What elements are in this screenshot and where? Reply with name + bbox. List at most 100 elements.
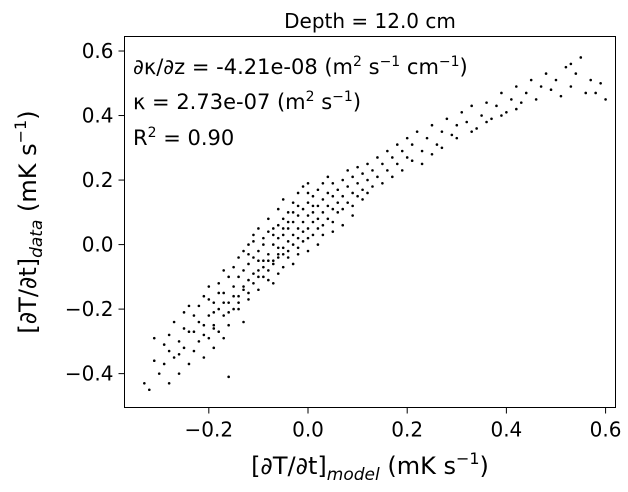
data-point-207: [371, 185, 374, 188]
data-point-133: [391, 156, 394, 159]
data-point-104: [321, 198, 325, 201]
data-point-67: [271, 227, 275, 230]
data-point-57: [257, 227, 260, 230]
data-point-176: [594, 91, 597, 95]
data-point-137: [405, 136, 409, 140]
data-point-238: [341, 223, 345, 227]
data-point-252: [202, 333, 206, 337]
data-point-142: [425, 136, 429, 140]
data-point-179: [569, 62, 573, 66]
data-point-46: [242, 285, 245, 288]
data-point-118: [346, 169, 349, 172]
data-point-11: [182, 346, 186, 350]
data-point-184: [232, 294, 235, 298]
data-point-60: [262, 275, 265, 279]
data-point-117: [346, 185, 349, 188]
data-point-29: [217, 282, 221, 285]
data-point-100: [311, 220, 315, 224]
data-point-33: [222, 269, 225, 272]
data-point-168: [554, 78, 558, 82]
data-point-247: [296, 204, 300, 208]
data-point-231: [276, 272, 280, 275]
data-point-18: [197, 304, 201, 308]
data-point-166: [544, 72, 548, 75]
data-point-83: [291, 220, 295, 224]
data-point-24: [207, 285, 211, 288]
data-point-191: [291, 262, 295, 266]
data-point-136: [400, 149, 404, 153]
data-point-222: [187, 304, 191, 308]
data-point-113: [336, 188, 340, 192]
data-point-62: [267, 230, 270, 233]
x-axis-label: [∂T/∂t]model (mK s−1): [251, 449, 489, 485]
data-point-233: [296, 252, 300, 256]
data-point-79: [286, 227, 290, 230]
data-point-43: [237, 294, 240, 298]
data-point-234: [306, 249, 310, 253]
data-point-235: [316, 243, 320, 246]
data-point-218: [500, 114, 503, 117]
data-point-236: [321, 233, 325, 237]
plot-frame: [124, 36, 616, 408]
data-point-170: [564, 65, 568, 69]
data-point-169: [559, 94, 563, 98]
data-point-143: [430, 123, 434, 127]
data-point-187: [262, 265, 265, 269]
data-point-103: [316, 217, 320, 221]
data-point-36: [227, 323, 230, 327]
data-point-250: [162, 343, 166, 346]
data-point-97: [306, 181, 310, 185]
data-point-162: [524, 91, 528, 95]
data-point-240: [247, 252, 250, 256]
data-point-201: [341, 207, 345, 211]
data-point-125: [366, 162, 369, 166]
x-tick-label: 0.4: [490, 418, 522, 442]
x-tick-label: 0.2: [391, 418, 423, 442]
data-point-53: [252, 233, 255, 237]
data-point-108: [326, 204, 330, 208]
data-point-71: [276, 252, 280, 256]
data-point-214: [440, 146, 444, 150]
data-point-244: [276, 246, 280, 250]
data-point-258: [267, 259, 270, 263]
data-point-94: [306, 214, 310, 217]
data-point-28: [217, 307, 221, 311]
data-point-25: [212, 323, 216, 327]
data-point-177: [599, 81, 602, 85]
annotation-r-squared: R2 = 0.90: [133, 125, 234, 150]
data-point-81: [286, 211, 290, 214]
data-point-151: [470, 104, 473, 108]
annotation-dkappa-dz: ∂κ/∂z = -4.21e-08 (m2 s−1 cm−1): [133, 54, 468, 79]
data-point-196: [316, 227, 320, 230]
data-point-93: [301, 185, 305, 188]
data-point-78: [286, 240, 290, 243]
data-point-204: [356, 194, 359, 198]
data-point-220: [167, 349, 171, 353]
data-point-0: [143, 382, 146, 385]
data-point-228: [247, 298, 250, 301]
data-point-219: [515, 107, 518, 111]
data-point-192: [296, 246, 300, 250]
y-tick-label: 0.0: [82, 233, 114, 257]
data-point-243: [271, 233, 275, 237]
data-point-139: [410, 143, 414, 146]
data-point-4: [157, 372, 161, 375]
data-point-12: [182, 311, 186, 314]
data-point-154: [485, 101, 488, 104]
data-point-80: [286, 256, 290, 259]
data-point-178: [604, 98, 607, 101]
data-point-224: [207, 298, 211, 301]
y-axis-label: [∂T/∂t]data (mK s−1): [11, 110, 47, 333]
data-point-212: [420, 162, 424, 166]
data-point-189: [281, 252, 285, 256]
data-point-96: [306, 201, 310, 204]
data-point-44: [242, 269, 245, 272]
data-point-32: [222, 314, 225, 317]
data-point-85: [291, 201, 295, 204]
data-point-155: [490, 117, 493, 121]
data-point-48: [247, 262, 250, 266]
data-point-181: [197, 320, 201, 324]
data-point-197: [321, 223, 325, 227]
data-point-158: [505, 111, 508, 114]
data-point-134: [395, 143, 399, 146]
